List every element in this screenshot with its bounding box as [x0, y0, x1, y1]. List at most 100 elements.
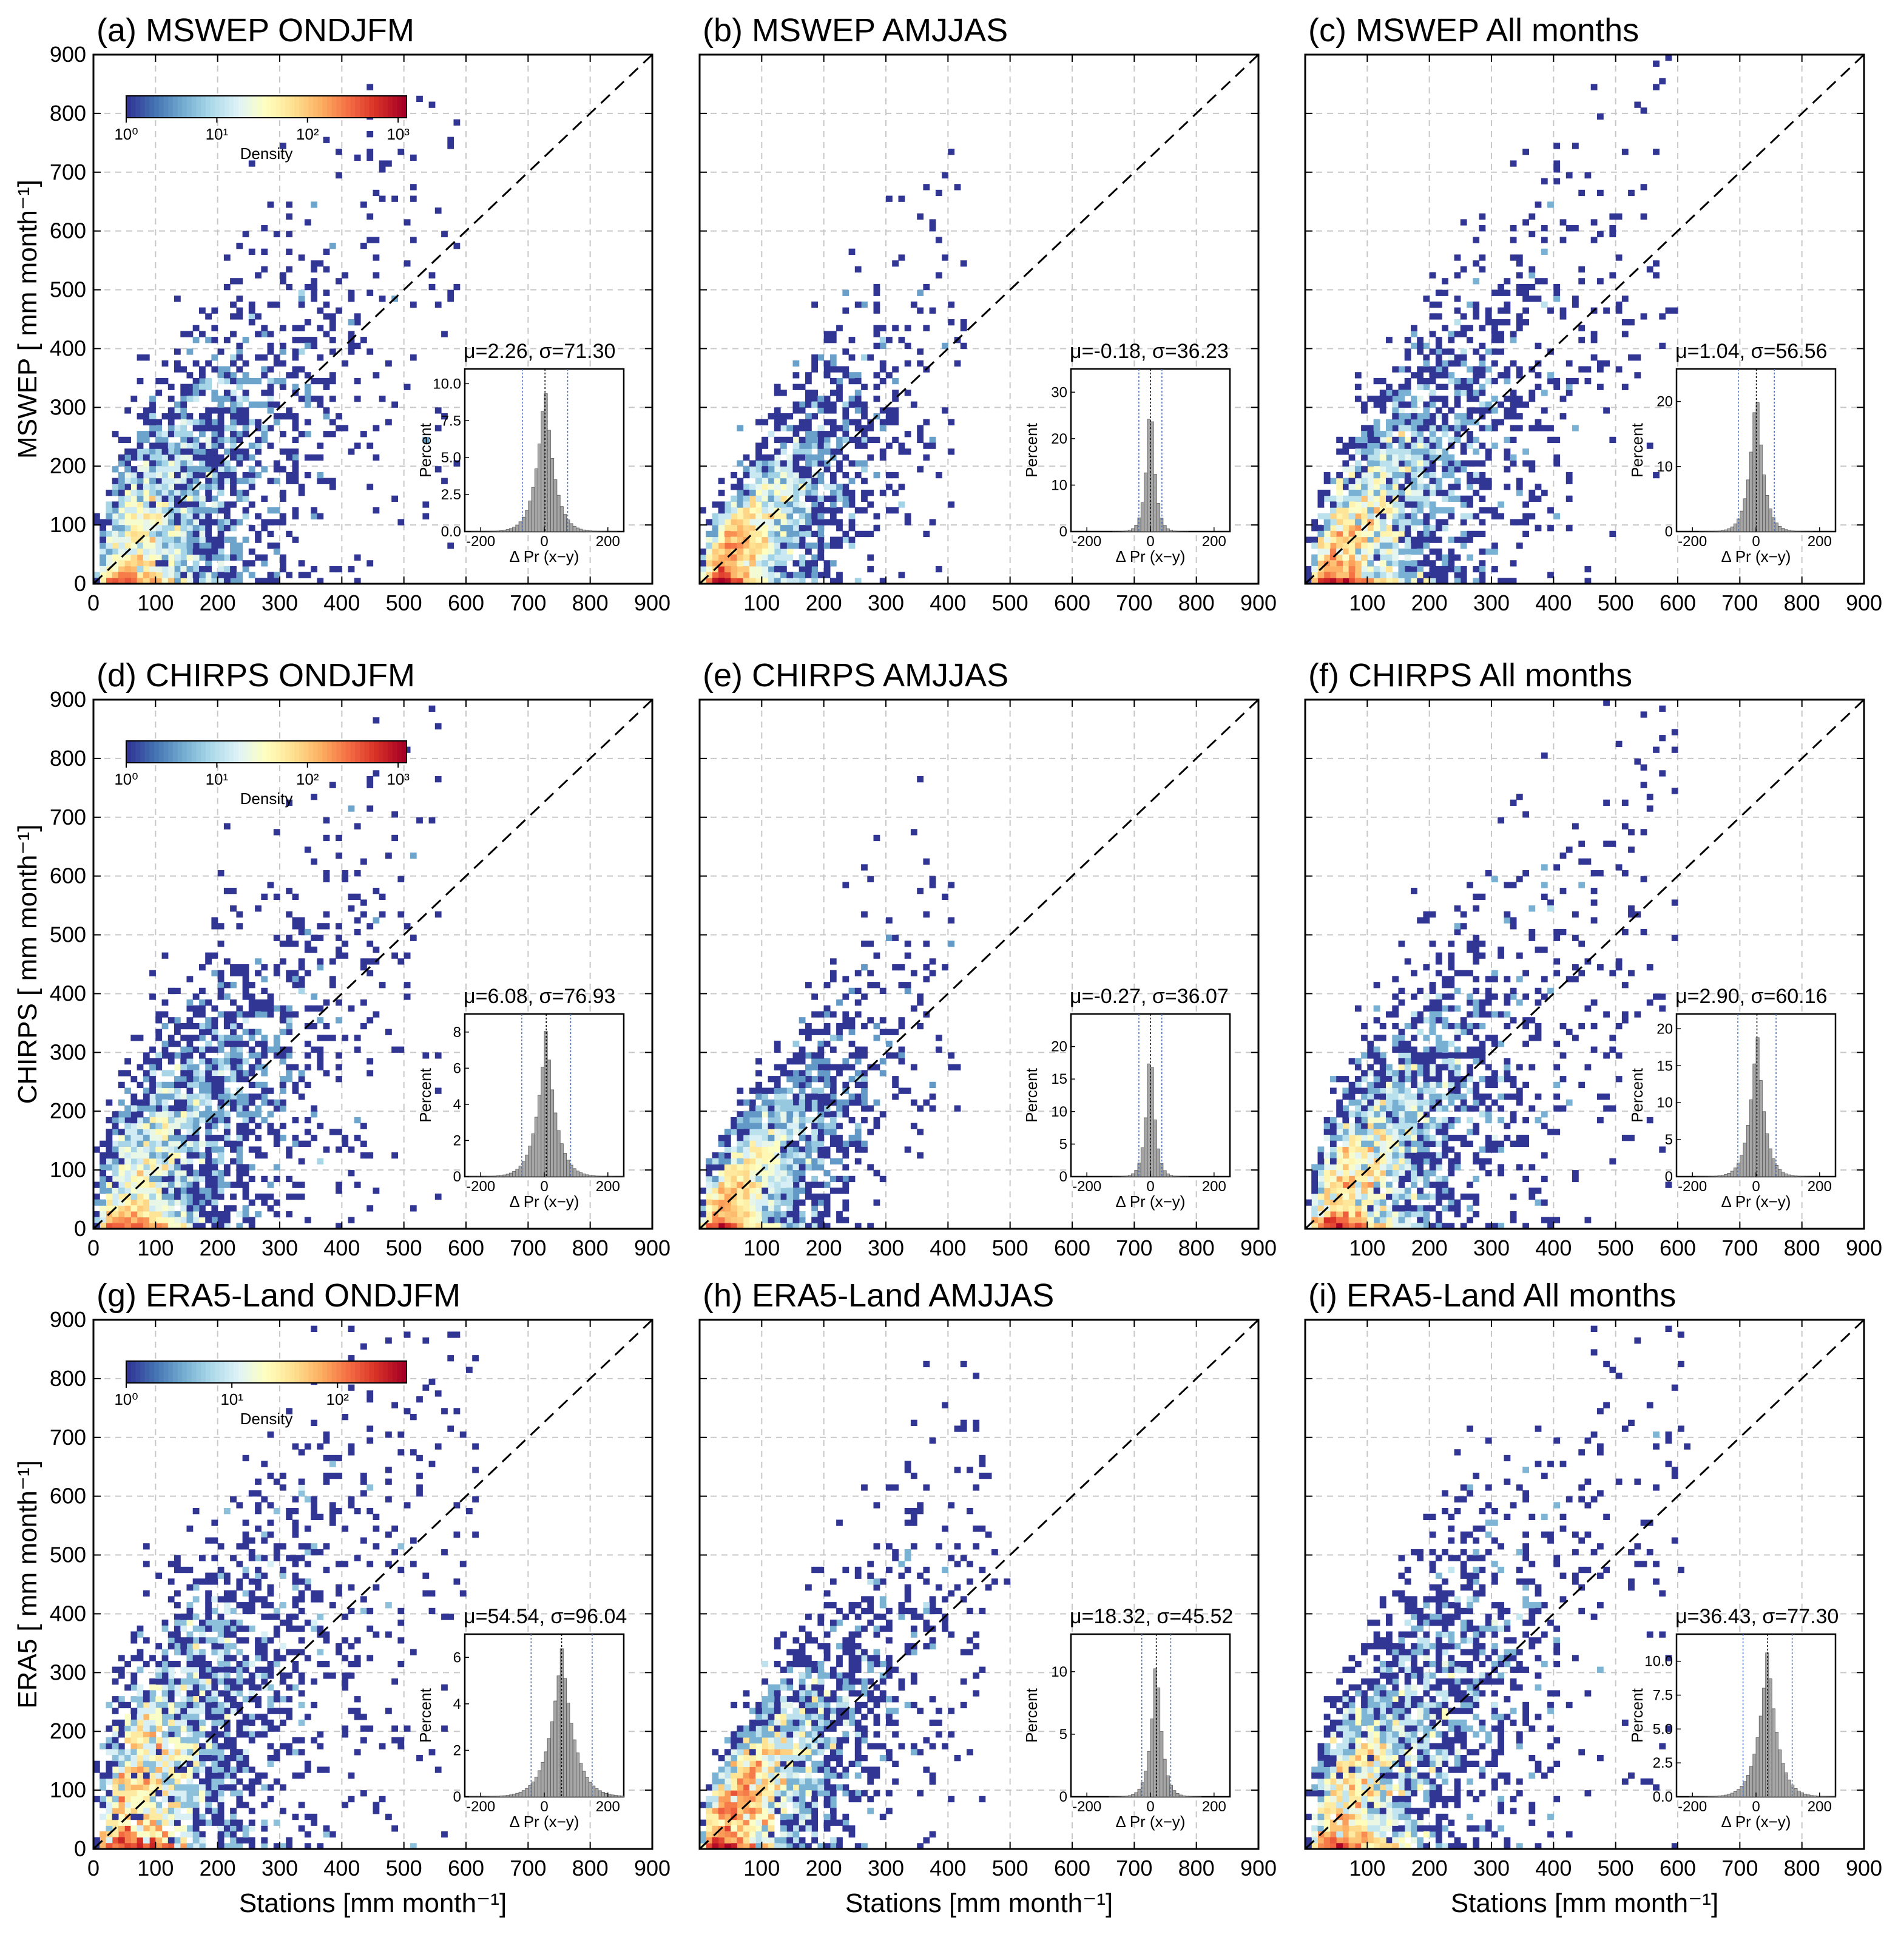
density-cell	[255, 354, 262, 361]
density-cell	[1429, 413, 1436, 420]
density-cell	[1336, 572, 1343, 578]
density-cell	[186, 536, 194, 543]
density-cell	[848, 525, 856, 532]
density-cell	[762, 530, 769, 538]
density-cell	[805, 572, 812, 578]
density-cell	[1305, 536, 1312, 543]
density-cell	[706, 560, 712, 567]
density-cell	[811, 1099, 818, 1106]
density-cell	[1386, 471, 1393, 479]
density-cell	[161, 1011, 169, 1018]
density-cell	[230, 1181, 237, 1188]
density-cell	[236, 578, 243, 584]
density-cell	[242, 507, 249, 514]
density-cell	[223, 466, 231, 473]
density-cell	[774, 1199, 781, 1206]
density-cell	[861, 354, 868, 361]
density-cell	[317, 401, 324, 408]
density-cell	[223, 478, 231, 484]
density-cell	[149, 501, 156, 508]
density-cell	[143, 560, 150, 567]
histogram-bar	[550, 1089, 555, 1177]
density-cell	[261, 999, 268, 1006]
density-cell	[1417, 507, 1424, 514]
density-cell	[217, 366, 225, 373]
density-cell	[143, 484, 150, 490]
density-cell	[192, 1211, 200, 1218]
density-cell	[737, 1140, 744, 1147]
density-cell	[805, 1152, 812, 1159]
density-cell	[242, 1211, 249, 1218]
density-cell	[1460, 536, 1467, 543]
density-cell	[118, 1135, 125, 1141]
density-cell	[174, 1087, 181, 1094]
density-cell	[248, 466, 255, 473]
density-cell	[248, 1005, 255, 1012]
density-cell	[385, 1029, 392, 1035]
density-cell	[273, 519, 280, 525]
density-cell	[192, 1193, 200, 1200]
density-cell	[273, 231, 280, 237]
density-cell	[155, 484, 163, 490]
density-cell	[706, 530, 712, 538]
density-cell	[161, 1140, 169, 1147]
density-cell	[829, 478, 837, 484]
density-cell	[774, 572, 781, 578]
density-cell	[180, 1199, 187, 1206]
density-cell	[873, 283, 880, 291]
density-cell	[1572, 296, 1579, 302]
x-tick-label: 200	[1411, 590, 1448, 615]
density-cell	[211, 917, 218, 924]
density-cell	[755, 495, 762, 502]
density-cell	[192, 360, 200, 367]
density-cell	[298, 923, 305, 930]
density-cell	[329, 982, 336, 988]
colorbar-segment	[173, 741, 178, 763]
density-cell	[848, 354, 856, 361]
density-cell	[1404, 442, 1411, 449]
density-cell	[923, 283, 930, 291]
density-cell	[1473, 307, 1480, 314]
density-cell	[1379, 401, 1386, 408]
density-cell	[854, 970, 862, 976]
density-cell	[298, 1140, 305, 1147]
density-cell	[1442, 566, 1448, 573]
density-cell	[155, 1181, 163, 1188]
density-cell	[1398, 525, 1405, 532]
density-cell	[811, 530, 818, 538]
density-cell	[749, 554, 756, 561]
density-cell	[1510, 407, 1517, 414]
density-cell	[230, 1205, 237, 1212]
density-cell	[1504, 289, 1511, 296]
density-cell	[223, 1181, 231, 1188]
density-cell	[124, 566, 131, 573]
density-cell	[1367, 501, 1374, 508]
density-cell	[817, 507, 825, 514]
density-cell	[174, 525, 181, 532]
density-cell	[137, 413, 144, 420]
density-cell	[1342, 495, 1349, 502]
density-cell	[1398, 513, 1405, 519]
colorbar-segment	[187, 96, 192, 118]
histogram-bar	[1144, 472, 1148, 532]
density-cell	[161, 578, 169, 584]
colorbar-segment	[369, 96, 374, 118]
density-cell	[186, 484, 194, 490]
density-cell	[811, 1129, 818, 1135]
density-cell	[811, 490, 818, 496]
density-cell	[1323, 490, 1331, 496]
density-cell	[854, 442, 862, 449]
density-cell	[1336, 490, 1343, 496]
density-cell	[434, 466, 442, 473]
density-cell	[124, 501, 131, 508]
density-cell	[143, 572, 150, 578]
histogram-bar	[1787, 530, 1791, 532]
density-cell	[817, 525, 825, 532]
density-cell	[755, 1152, 762, 1159]
density-cell	[1553, 166, 1561, 173]
density-cell	[1398, 536, 1405, 543]
density-cell	[298, 396, 305, 402]
density-cell	[286, 530, 292, 538]
